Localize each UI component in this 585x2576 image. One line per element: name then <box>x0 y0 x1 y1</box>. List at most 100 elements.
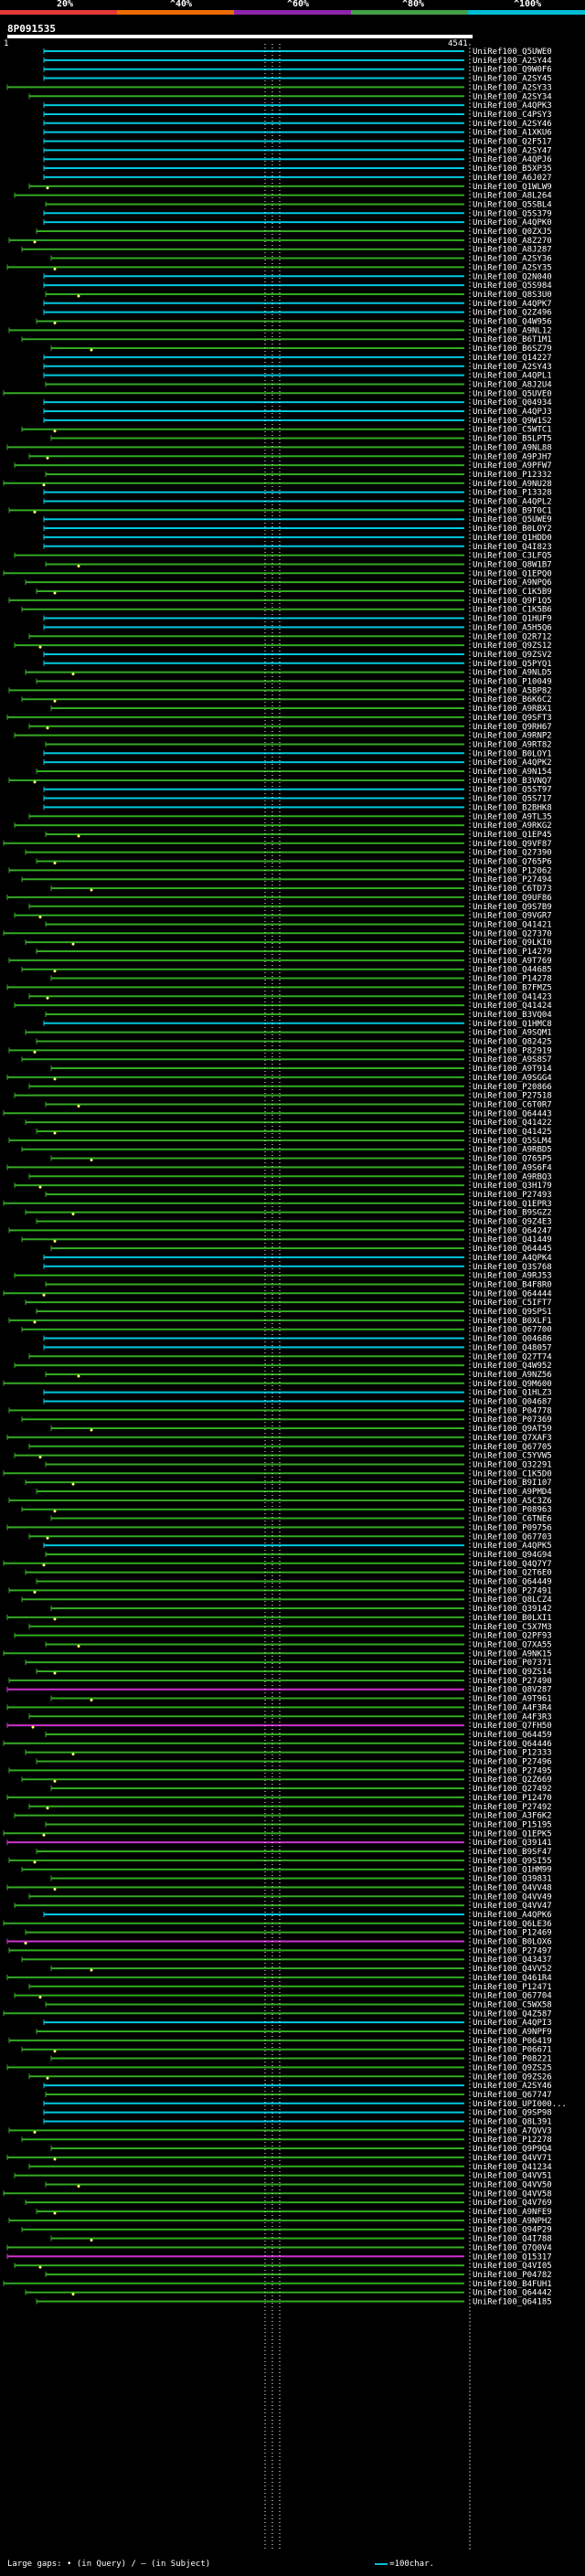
hit-label[interactable]: UniRef100_Q94P29 <box>473 2226 552 2235</box>
hit-label[interactable]: UniRef100_Q39831 <box>473 1875 552 1884</box>
hit-label[interactable]: UniRef100_P14279 <box>473 948 552 957</box>
hit-row[interactable]: UniRef100_B3VQ04 <box>45 1011 552 1020</box>
hit-label[interactable]: UniRef100_Q2Z496 <box>473 309 552 318</box>
hit-row[interactable]: UniRef100_P07369 <box>21 1415 552 1425</box>
hit-row[interactable]: UniRef100_P27495 <box>8 1766 552 1776</box>
hit-row[interactable]: UniRef100_Q41234 <box>28 2163 552 2172</box>
hit-row[interactable]: UniRef100_Q6LE36 <box>3 1920 552 1929</box>
hit-row[interactable]: UniRef100_C1K5B9 <box>36 588 552 597</box>
hit-row[interactable]: UniRef100_Q41424 <box>14 1002 552 1011</box>
hit-row[interactable]: UniRef100_A8Z270 <box>8 237 552 246</box>
hit-row[interactable]: UniRef100_Q1HUF9 <box>43 615 552 624</box>
hit-label[interactable]: UniRef100_Q7Q0V4 <box>473 2243 552 2253</box>
hit-row[interactable]: UniRef100_A4QPI3 <box>43 2019 552 2028</box>
hit-row[interactable]: UniRef100_C5IFT7 <box>25 1299 552 1308</box>
hit-label[interactable]: UniRef100_A9TL35 <box>473 812 552 822</box>
hit-label[interactable]: UniRef100_Q4I788 <box>473 2235 552 2244</box>
hit-row[interactable]: UniRef100_B6K6C2 <box>21 695 552 705</box>
hit-row[interactable]: UniRef100_P12469 <box>25 1929 552 1938</box>
hit-row[interactable]: UniRef100_P07371 <box>25 1659 552 1668</box>
hit-row[interactable]: UniRef100_C3LFQ5 <box>14 552 552 561</box>
hit-row[interactable]: UniRef100_A9NU28 <box>3 480 552 489</box>
hit-label[interactable]: UniRef100_Q5PYQ1 <box>473 660 552 669</box>
hit-row[interactable]: UniRef100_Q9M600 <box>3 1380 552 1389</box>
hit-row[interactable]: UniRef100_A9NZ56 <box>45 1371 552 1380</box>
hit-label[interactable]: UniRef100_B0LXI1 <box>473 1614 552 1623</box>
hit-label[interactable]: UniRef100_B5LPT5 <box>473 435 552 444</box>
hit-row[interactable]: UniRef100_Q9W1S2 <box>43 417 552 426</box>
hit-row[interactable]: UniRef100_Q32291 <box>45 1460 552 1469</box>
hit-label[interactable]: UniRef100_A4QPK3 <box>473 101 552 111</box>
hit-label[interactable]: UniRef100_A8L264 <box>473 192 552 201</box>
hit-row[interactable]: UniRef100_Q2R712 <box>28 632 552 641</box>
hit-row[interactable]: UniRef100_Q1HM99 <box>21 1866 552 1875</box>
hit-row[interactable]: UniRef100_B0XLF1 <box>8 1317 552 1326</box>
hit-label[interactable]: UniRef100_P12470 <box>473 1794 552 1803</box>
hit-label[interactable]: UniRef100_Q41449 <box>473 1235 552 1245</box>
hit-row[interactable]: UniRef100_A9S6F4 <box>6 1163 552 1172</box>
hit-label[interactable]: UniRef100_Q2R712 <box>473 632 552 641</box>
hit-label[interactable]: UniRef100_A2SY33 <box>473 83 552 92</box>
hit-row[interactable]: UniRef100_A9RNP2 <box>14 732 552 741</box>
hit-label[interactable]: UniRef100_Q82425 <box>473 1038 552 1047</box>
hit-label[interactable]: UniRef100_A6J027 <box>473 174 552 183</box>
hit-row[interactable]: UniRef100_B9T0C1 <box>8 506 552 515</box>
hit-row[interactable]: UniRef100_P06419 <box>8 2037 552 2046</box>
hit-label[interactable]: UniRef100_Q67700 <box>473 1326 552 1335</box>
hit-row[interactable]: UniRef100_P04782 <box>45 2271 552 2280</box>
hit-label[interactable]: UniRef100_Q9ZS12 <box>473 641 552 651</box>
hit-label[interactable]: UniRef100_Q8W1B7 <box>473 560 552 569</box>
hit-label[interactable]: UniRef100_Q0ZXJ5 <box>473 228 552 237</box>
hit-row[interactable]: UniRef100_Q5UVE0 <box>3 389 552 398</box>
hit-row[interactable]: UniRef100_A9RBQ3 <box>28 1172 552 1182</box>
hit-label[interactable]: UniRef100_A5BP82 <box>473 686 552 695</box>
hit-row[interactable]: UniRef100_A9NL88 <box>6 443 552 452</box>
hit-label[interactable]: UniRef100_Q8V287 <box>473 1686 552 1695</box>
hit-label[interactable]: UniRef100_P27495 <box>473 1766 552 1776</box>
hit-row[interactable]: UniRef100_Q4Z587 <box>3 2009 552 2019</box>
hit-label[interactable]: UniRef100_Q43437 <box>473 1956 552 1965</box>
hit-label[interactable]: UniRef100_Q9ZS26 <box>473 2072 552 2082</box>
hit-label[interactable]: UniRef100_A9RJ53 <box>473 1272 552 1281</box>
hit-label[interactable]: UniRef100_Q4VV47 <box>473 1902 552 1911</box>
hit-row[interactable]: UniRef100_Q7XA55 <box>45 1640 552 1649</box>
hit-label[interactable]: UniRef100_Q64247 <box>473 1226 552 1235</box>
hit-label[interactable]: UniRef100_A2SY46 <box>473 120 552 129</box>
hit-row[interactable]: UniRef100_A4F3R3 <box>28 1712 552 1722</box>
hit-label[interactable]: UniRef100_A9NPH2 <box>473 2217 552 2226</box>
hit-row[interactable]: UniRef100_P10049 <box>36 678 552 687</box>
hit-label[interactable]: UniRef100_Q04934 <box>473 398 552 408</box>
hit-row[interactable]: UniRef100_P12470 <box>6 1794 552 1803</box>
hit-row[interactable]: UniRef100_P08221 <box>50 2055 552 2064</box>
hit-row[interactable]: UniRef100_A2SY34 <box>28 92 552 101</box>
hit-label[interactable]: UniRef100_Q27T74 <box>473 1352 552 1362</box>
hit-label[interactable]: UniRef100_P06671 <box>473 2046 552 2055</box>
hit-row[interactable]: UniRef100_Q9F1Q5 <box>8 597 552 606</box>
hit-row[interactable]: UniRef100_Q0ZXJ5 <box>36 228 552 237</box>
hit-label[interactable]: UniRef100_Q5SBL4 <box>473 200 552 209</box>
hit-row[interactable]: UniRef100_Q4VV52 <box>50 1965 552 1974</box>
hit-row[interactable]: UniRef100_C1K5B6 <box>21 606 552 615</box>
hit-row[interactable]: UniRef100_A6J027 <box>43 174 552 183</box>
hit-row[interactable]: UniRef100_Q41422 <box>25 1118 552 1128</box>
hit-label[interactable]: UniRef100_A9NLD5 <box>473 669 552 678</box>
hit-label[interactable]: UniRef100_Q64449 <box>473 1578 552 1587</box>
hit-row[interactable]: UniRef100_Q39141 <box>6 1839 552 1848</box>
hit-label[interactable]: UniRef100_Q64446 <box>473 1740 552 1749</box>
hit-label[interactable]: UniRef100_C5WX58 <box>473 2000 552 2009</box>
hit-label[interactable]: UniRef100_P08963 <box>473 1506 552 1515</box>
hit-label[interactable]: UniRef100_B9SF47 <box>473 1848 552 1857</box>
hit-label[interactable]: UniRef100_A9NZ56 <box>473 1371 552 1380</box>
hit-row[interactable]: UniRef100_A9RT82 <box>45 740 552 749</box>
hit-row[interactable]: UniRef100_P27497 <box>8 1946 552 1956</box>
hit-label[interactable]: UniRef100_Q9SFT3 <box>473 714 552 723</box>
hit-row[interactable]: UniRef100_Q82425 <box>36 1038 552 1047</box>
hit-label[interactable]: UniRef100_Q04686 <box>473 1335 552 1344</box>
hit-label[interactable]: UniRef100_Q5SLM4 <box>473 1137 552 1146</box>
hit-label[interactable]: UniRef100_Q9LKI0 <box>473 938 552 948</box>
hit-row[interactable]: UniRef100_Q64444 <box>3 1289 552 1299</box>
hit-label[interactable]: UniRef100_Q8S3U0 <box>473 291 552 300</box>
hit-row[interactable]: UniRef100_Q5UWE0 <box>43 48 552 57</box>
hit-label[interactable]: UniRef100_Q8LCZ4 <box>473 1595 552 1605</box>
hit-row[interactable]: UniRef100_Q2Z669 <box>21 1776 552 1785</box>
